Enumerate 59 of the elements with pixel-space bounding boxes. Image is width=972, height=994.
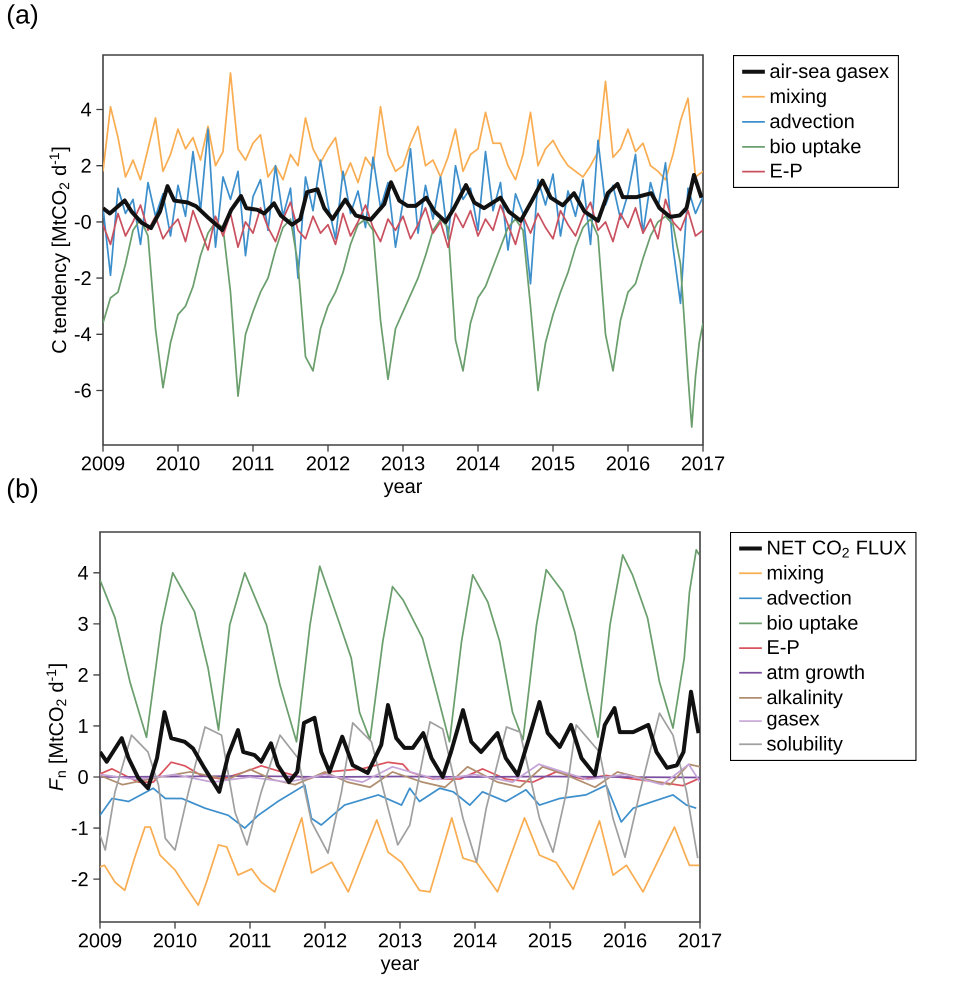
legend-label: air-sea gasex xyxy=(770,64,889,82)
x-tick-label: 2012 xyxy=(306,456,350,470)
y-tick-label: 0 xyxy=(78,770,88,784)
y-tick-label: 4 xyxy=(78,566,88,580)
x-tick-label: 2017 xyxy=(682,456,724,470)
legend-label: E-P xyxy=(771,164,802,178)
line-series xyxy=(103,172,703,232)
x-tick-label: 2011 xyxy=(230,933,270,948)
legend-label: advection xyxy=(770,114,854,128)
x-tick-label: 2016 xyxy=(604,933,646,948)
y-tick-label: 3 xyxy=(78,616,88,631)
x-tick-label: 2013 xyxy=(382,456,424,470)
line-series xyxy=(100,816,700,906)
legend-label: alkalinity xyxy=(767,690,843,708)
x-tick-label: 2009 xyxy=(82,456,124,470)
line-series xyxy=(100,784,698,829)
y-tick-label: -2 xyxy=(74,271,91,286)
y-axis-title: C tendency [MtCO$_{2}$ d$^{-1}$] xyxy=(49,148,70,353)
chart-title: (b) xyxy=(8,478,38,504)
x-tick-label: 2013 xyxy=(378,933,422,948)
x-tick-label: 2017 xyxy=(678,933,722,948)
line-series xyxy=(100,690,700,794)
legend-label: advection xyxy=(767,590,850,605)
line-series xyxy=(103,198,703,251)
y-tick-label: -6 xyxy=(74,383,91,398)
x-tick-label: 2010 xyxy=(156,456,200,470)
legend-label: NET CO$_{2}$ FLUX xyxy=(768,540,906,558)
y-tick-label: 1 xyxy=(79,719,88,733)
legend-label: mixing xyxy=(770,88,826,108)
x-tick-label: 2009 xyxy=(78,933,122,948)
legend-label: mixing xyxy=(768,565,823,584)
y-tick-label: 2 xyxy=(78,668,88,682)
legend-label: bio uptake xyxy=(770,138,861,158)
x-tick-label: 2015 xyxy=(528,933,572,948)
x-tick-label: 2011 xyxy=(232,456,274,470)
y-tick-label: 4 xyxy=(81,102,92,116)
x-tick-label: 2010 xyxy=(154,933,196,948)
chart-title: (a) xyxy=(8,4,38,30)
legend-label: gasex xyxy=(767,714,820,730)
y-axis-title: F$_{n}$ [MtCO$_{2}$ d$^{-1}$] xyxy=(46,664,68,791)
line-series xyxy=(103,128,703,304)
y-tick-label: -4 xyxy=(74,327,92,342)
line-series xyxy=(100,712,699,864)
x-tick-label: 2016 xyxy=(606,456,650,470)
x-tick-label: 2015 xyxy=(532,456,574,470)
y-tick-label: -2 xyxy=(72,872,88,886)
y-tick-label: -1 xyxy=(72,821,88,835)
legend-label: E-P xyxy=(768,640,799,654)
y-tick-label: -0 xyxy=(74,214,91,229)
x-tick-label: 2014 xyxy=(456,456,500,470)
line-series xyxy=(100,548,700,743)
x-axis-title: year xyxy=(380,959,420,974)
x-tick-label: 2012 xyxy=(304,933,346,948)
legend-label: bio uptake xyxy=(768,615,858,634)
legend-label: solubility xyxy=(767,736,843,755)
y-tick-label: 2 xyxy=(82,158,91,173)
x-axis-title: year xyxy=(384,482,422,498)
legend-label: atm growth xyxy=(767,664,864,684)
x-tick-label: 2014 xyxy=(454,933,497,948)
